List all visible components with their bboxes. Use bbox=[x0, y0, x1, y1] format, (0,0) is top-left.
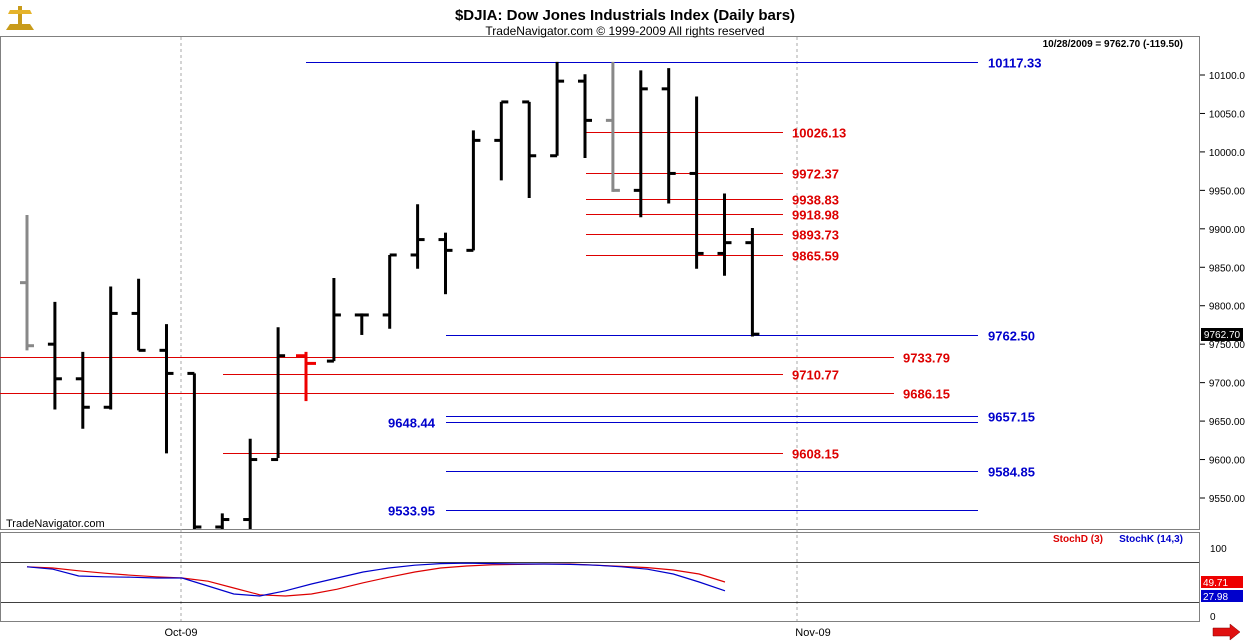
ohlc-bar bbox=[47, 301, 62, 410]
ohlc-bar bbox=[103, 286, 118, 410]
ohlc-bar bbox=[410, 204, 425, 269]
ohlc-bar bbox=[382, 253, 397, 329]
level-label: 9648.44 bbox=[388, 416, 436, 431]
level-label: 10026.13 bbox=[792, 126, 846, 141]
stoch-y-tick-label: 0 bbox=[1210, 612, 1216, 623]
level-label: 9533.95 bbox=[388, 504, 435, 519]
y-tick-label: 9900.00 bbox=[1209, 225, 1246, 236]
level-label: 9657.15 bbox=[988, 410, 1035, 425]
ohlc-bar bbox=[243, 438, 258, 529]
level-label: 9918.98 bbox=[792, 208, 839, 223]
x-tick-label-oct: Oct-09 bbox=[164, 627, 197, 639]
level-label: 9865.59 bbox=[792, 249, 839, 264]
stoch-last-value: 27.98 bbox=[1203, 592, 1228, 603]
stoch-last-tag bbox=[1201, 576, 1243, 588]
last-price-value: 9762.70 bbox=[1204, 330, 1241, 341]
ohlc-bar bbox=[494, 100, 509, 181]
ohlc-bar bbox=[633, 70, 648, 218]
level-label: 9608.15 bbox=[792, 447, 839, 462]
stoch-series-line bbox=[26, 562, 726, 597]
right-arrow-icon[interactable] bbox=[1212, 623, 1241, 641]
level-label: 10117.33 bbox=[988, 56, 1042, 71]
ohlc-bar bbox=[605, 61, 620, 192]
ohlc-bar bbox=[326, 278, 341, 363]
ohlc-bar bbox=[466, 130, 481, 252]
ohlc-bar bbox=[131, 278, 146, 352]
level-label: 9938.83 bbox=[792, 193, 839, 208]
price-panel-frame bbox=[0, 36, 1200, 530]
watermark: TradeNavigator.com bbox=[6, 518, 105, 530]
y-tick-label: 10050.0 bbox=[1209, 109, 1246, 120]
y-tick-label: 9700.00 bbox=[1209, 379, 1246, 390]
price-readout: 10/28/2009 = 9762.70 (-119.50) bbox=[1043, 39, 1183, 50]
ohlc-bar bbox=[159, 324, 174, 454]
stoch-y-tick-label: 100 bbox=[1210, 544, 1227, 555]
ohlc-bar bbox=[717, 193, 732, 276]
y-tick-label: 9600.00 bbox=[1209, 456, 1246, 467]
y-tick-label: 9800.00 bbox=[1209, 302, 1246, 313]
chart-title: $DJIA: Dow Jones Industrials Index (Dail… bbox=[455, 7, 795, 24]
ohlc-bar bbox=[661, 68, 676, 204]
ohlc-bar bbox=[296, 351, 316, 402]
ohlc-bar bbox=[438, 232, 453, 295]
stoch-last-value: 49.71 bbox=[1203, 578, 1228, 589]
y-tick-label: 9750.00 bbox=[1209, 340, 1246, 351]
ohlc-bar bbox=[522, 100, 537, 199]
scales-logo-icon bbox=[6, 24, 34, 30]
level-label: 9710.77 bbox=[792, 368, 839, 383]
ohlc-bar bbox=[578, 74, 592, 159]
chart-subtitle: TradeNavigator.com © 1999-2009 All right… bbox=[485, 24, 764, 38]
ohlc-bar bbox=[187, 371, 202, 529]
level-label: 9686.15 bbox=[903, 387, 950, 402]
level-label: 9733.79 bbox=[903, 351, 950, 366]
ohlc-bar bbox=[20, 214, 34, 351]
ohlc-bar bbox=[550, 61, 565, 158]
ohlc-bar bbox=[689, 96, 704, 269]
stoch-legend-label: StochK (14,3) bbox=[1119, 534, 1183, 545]
stoch-panel-frame bbox=[0, 532, 1200, 622]
y-tick-label: 9550.00 bbox=[1209, 494, 1246, 505]
y-tick-label: 9850.00 bbox=[1209, 263, 1246, 274]
ohlc-bar bbox=[271, 327, 286, 462]
y-tick-label: 9650.00 bbox=[1209, 417, 1246, 428]
ohlc-bar bbox=[354, 313, 369, 335]
level-label: 9584.85 bbox=[988, 465, 1035, 480]
y-tick-label: 10000.0 bbox=[1209, 148, 1246, 159]
ohlc-bar bbox=[215, 513, 230, 529]
level-label: 9893.73 bbox=[792, 228, 839, 243]
x-tick-label-nov: Nov-09 bbox=[795, 627, 830, 639]
ohlc-bar bbox=[745, 228, 760, 337]
stoch-legend-label: StochD (3) bbox=[1053, 534, 1103, 545]
logo bbox=[6, 6, 34, 30]
y-tick-label: 9950.00 bbox=[1209, 186, 1246, 197]
level-label: 9762.50 bbox=[988, 329, 1035, 344]
ohlc-bar bbox=[75, 351, 90, 429]
last-price-tag bbox=[1201, 328, 1243, 341]
stoch-last-tag bbox=[1201, 590, 1243, 602]
y-tick-label: 10100.0 bbox=[1209, 71, 1246, 82]
level-label: 9972.37 bbox=[792, 167, 839, 182]
